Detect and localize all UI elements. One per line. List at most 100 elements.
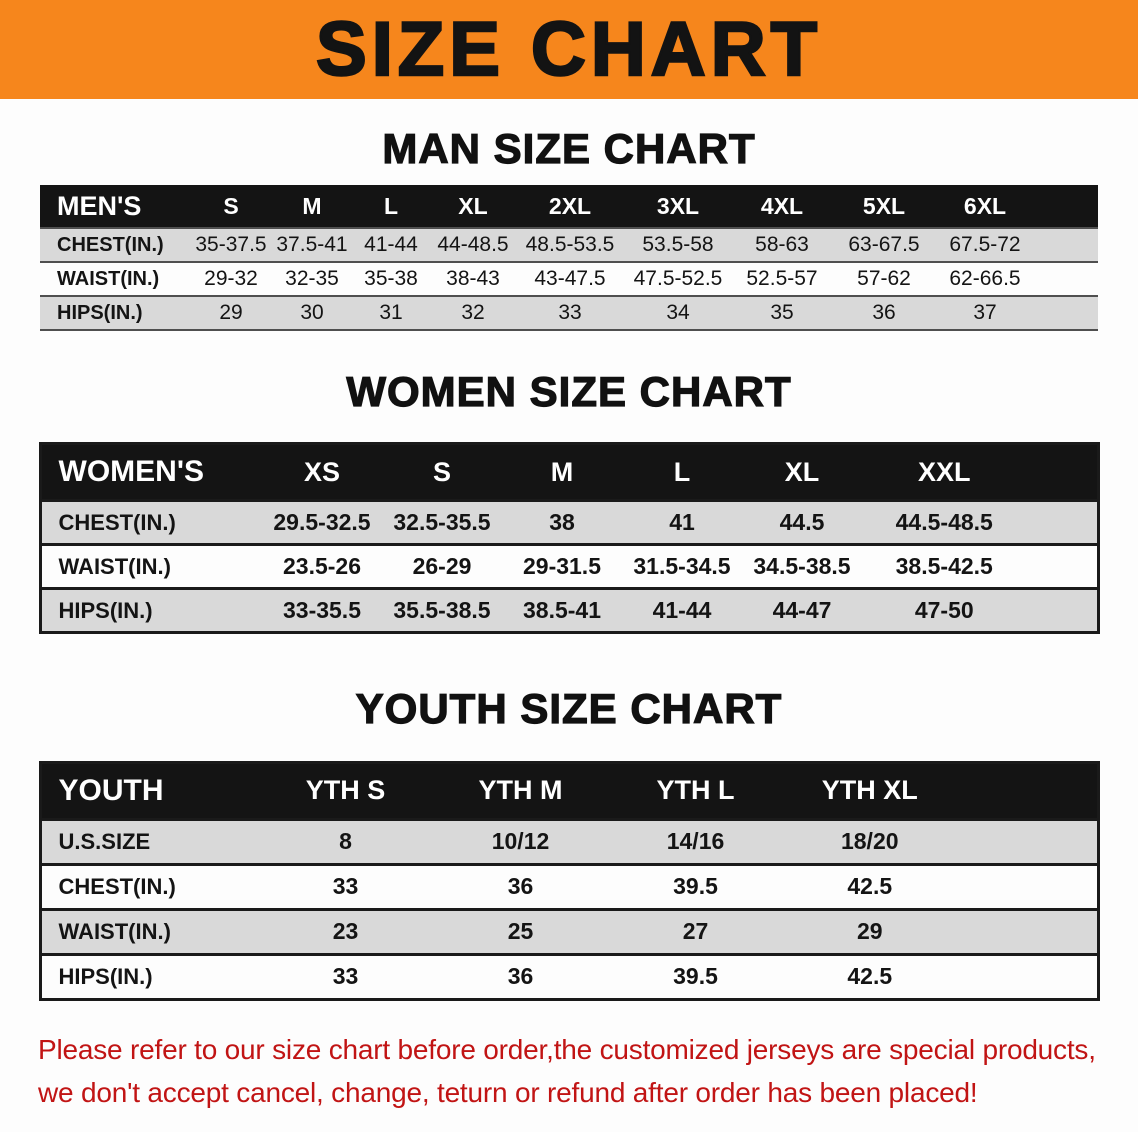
women-size-chart-heading: WOMEN SIZE CHART xyxy=(346,368,792,416)
disclaimer-line-1: Please refer to our size chart before or… xyxy=(38,1033,1096,1065)
size-value-cell: 10/12 xyxy=(433,817,608,865)
size-value-cell: 57-62 xyxy=(832,261,936,297)
size-value-cell: 53.5-58 xyxy=(624,227,732,263)
measurement-row-label: HIPS(IN.) xyxy=(40,952,258,1000)
size-column-header: YTH S xyxy=(258,762,433,820)
measurement-row-label: WAIST(IN.) xyxy=(40,261,190,297)
size-value-cell: 33-35.5 xyxy=(262,587,382,633)
measurement-row-label: CHEST(IN.) xyxy=(40,227,190,263)
measurement-row-label: CHEST(IN.) xyxy=(40,862,258,910)
size-value-cell: 42.5 xyxy=(783,952,1098,1000)
measurement-row-label: HIPS(IN.) xyxy=(40,587,262,633)
size-value-cell: 23 xyxy=(258,907,433,955)
table-title-cell: YOUTH xyxy=(40,762,258,820)
size-value-cell: 18/20 xyxy=(783,817,1098,865)
size-value-cell: 29-31.5 xyxy=(502,543,622,589)
size-chart-content: MAN SIZE CHART MEN'S S M L XL 2XL 3XL 4XL 5XL 6XL… xyxy=(0,125,1138,1001)
measurement-row-label: U.S.SIZE xyxy=(40,817,258,865)
measurement-row: U.S.SIZE 8 10/12 14/16 18/20 xyxy=(40,817,1098,865)
disclaimer-line-2: we don't accept cancel, change, teturn o… xyxy=(38,1076,978,1108)
measurement-row: HIPS(IN.) 33 36 39.5 42.5 xyxy=(40,952,1098,1000)
size-column-header: YTH L xyxy=(608,762,783,820)
size-value-cell: 41-44 xyxy=(352,227,430,263)
size-value-cell: 44-47 xyxy=(742,587,862,633)
size-value-cell: 44.5-48.5 xyxy=(862,499,1098,545)
measurement-row: CHEST(IN.) 35-37.5 37.5-41 41-44 44-48.5 48.5… xyxy=(40,227,1098,263)
size-value-cell: 42.5 xyxy=(783,862,1098,910)
size-value-cell: 41-44 xyxy=(622,587,742,633)
size-column-header: XXL xyxy=(862,443,1098,501)
banner: SIZE CHART xyxy=(0,0,1138,99)
table-title-cell: WOMEN'S xyxy=(40,443,262,501)
size-column-header: YTH M xyxy=(433,762,608,820)
disclaimer: Please refer to our size chart before or… xyxy=(38,1028,1138,1115)
size-column-header: 5XL xyxy=(832,185,936,229)
size-value-cell: 62-66.5 xyxy=(936,261,1098,297)
size-value-cell: 31.5-34.5 xyxy=(622,543,742,589)
size-value-cell: 39.5 xyxy=(608,952,783,1000)
size-value-cell: 35-38 xyxy=(352,261,430,297)
measurement-row: CHEST(IN.) 29.5-32.5 32.5-35.5 38 41 44.5 44.5… xyxy=(40,499,1098,545)
men-size-chart-heading: MAN SIZE CHART xyxy=(382,125,756,173)
size-value-cell: 32.5-35.5 xyxy=(382,499,502,545)
table-title-cell: MEN'S xyxy=(40,185,190,229)
measurement-row: HIPS(IN.) 33-35.5 35.5-38.5 38.5-41 41-44 44-… xyxy=(40,587,1098,633)
size-value-cell: 43-47.5 xyxy=(516,261,624,297)
size-value-cell: 30 xyxy=(272,295,352,332)
size-value-cell: 44-48.5 xyxy=(430,227,516,263)
size-value-cell: 35 xyxy=(732,295,832,332)
size-column-header: L xyxy=(352,185,430,229)
size-value-cell: 34.5-38.5 xyxy=(742,543,862,589)
size-column-header: M xyxy=(272,185,352,229)
size-value-cell: 26-29 xyxy=(382,543,502,589)
size-value-cell: 14/16 xyxy=(608,817,783,865)
size-column-header: 6XL xyxy=(936,185,1098,229)
section-men: MAN SIZE CHART MEN'S S M L XL 2XL 3XL 4XL 5XL 6XL… xyxy=(0,125,1138,332)
size-value-cell: 36 xyxy=(433,952,608,1000)
size-column-header: YTH XL xyxy=(783,762,1098,820)
section-youth: YOUTH SIZE CHART YOUTH YTH S YTH M YTH L YTH… xyxy=(0,685,1138,1001)
size-value-cell: 52.5-57 xyxy=(732,261,832,297)
size-column-header: XL xyxy=(430,185,516,229)
measurement-row-label: WAIST(IN.) xyxy=(40,543,262,589)
youth-size-table: YOUTH YTH S YTH M YTH L YTH XL U.S.SIZE 8 10/12… xyxy=(38,760,1100,1001)
size-column-header: XS xyxy=(262,443,382,501)
size-value-cell: 36 xyxy=(832,295,936,332)
size-column-header: XL xyxy=(742,443,862,501)
measurement-row-label: CHEST(IN.) xyxy=(40,499,262,545)
size-value-cell: 36 xyxy=(433,862,608,910)
size-value-cell: 58-63 xyxy=(732,227,832,263)
measurement-row-label: HIPS(IN.) xyxy=(40,295,190,332)
measurement-row: CHEST(IN.) 33 36 39.5 42.5 xyxy=(40,862,1098,910)
size-column-header: L xyxy=(622,443,742,501)
size-value-cell: 23.5-26 xyxy=(262,543,382,589)
table-header-row: MEN'S S M L XL 2XL 3XL 4XL 5XL 6XL xyxy=(40,185,1098,229)
size-value-cell: 34 xyxy=(624,295,732,332)
size-value-cell: 38.5-42.5 xyxy=(862,543,1098,589)
size-column-header: 4XL xyxy=(732,185,832,229)
table-header-row: YOUTH YTH S YTH M YTH L YTH XL xyxy=(40,762,1098,820)
size-value-cell: 38.5-41 xyxy=(502,587,622,633)
size-value-cell: 63-67.5 xyxy=(832,227,936,263)
youth-size-chart-heading: YOUTH SIZE CHART xyxy=(355,685,783,733)
size-value-cell: 29 xyxy=(783,907,1098,955)
size-value-cell: 31 xyxy=(352,295,430,332)
size-column-header: S xyxy=(382,443,502,501)
measurement-row-label: WAIST(IN.) xyxy=(40,907,258,955)
size-value-cell: 32-35 xyxy=(272,261,352,297)
size-value-cell: 32 xyxy=(430,295,516,332)
size-value-cell: 29.5-32.5 xyxy=(262,499,382,545)
size-column-header: 3XL xyxy=(624,185,732,229)
women-size-table: WOMEN'S XS S M L XL XXL CHEST(IN.) 29.5-32.5 32.5… xyxy=(38,442,1100,635)
size-column-header: 2XL xyxy=(516,185,624,229)
measurement-row: WAIST(IN.) 29-32 32-35 35-38 38-43 43-47.5 47.… xyxy=(40,261,1098,297)
size-value-cell: 44.5 xyxy=(742,499,862,545)
size-value-cell: 39.5 xyxy=(608,862,783,910)
size-value-cell: 33 xyxy=(258,862,433,910)
size-value-cell: 35-37.5 xyxy=(190,227,272,263)
measurement-row: WAIST(IN.) 23 25 27 29 xyxy=(40,907,1098,955)
measurement-row: WAIST(IN.) 23.5-26 26-29 29-31.5 31.5-34.5 34… xyxy=(40,543,1098,589)
size-value-cell: 48.5-53.5 xyxy=(516,227,624,263)
size-value-cell: 47.5-52.5 xyxy=(624,261,732,297)
